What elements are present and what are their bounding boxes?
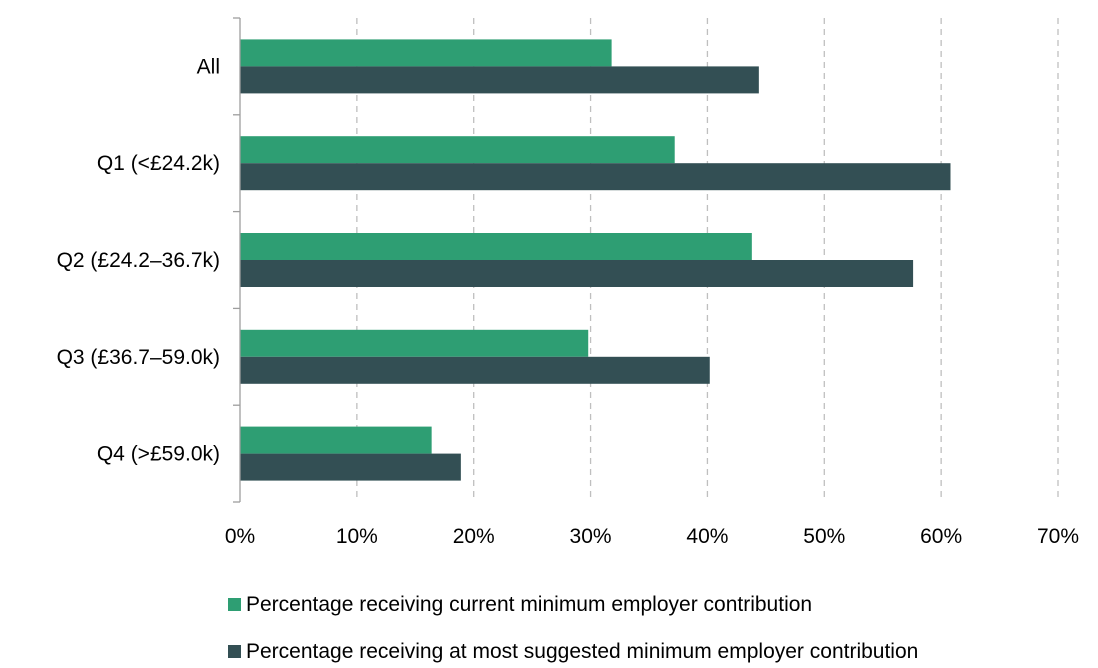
category-label: Q3 (£36.7–59.0k)	[57, 346, 220, 369]
x-tick-label: 40%	[686, 525, 728, 548]
category-label: Q1 (<£24.2k)	[97, 152, 220, 175]
bar-suggested	[240, 356, 710, 384]
legend-item-current: Percentage receiving current minimum emp…	[228, 593, 812, 617]
bar-suggested	[240, 163, 951, 191]
category-label: All	[197, 55, 220, 78]
x-tick-label: 70%	[1037, 525, 1079, 548]
category-label: Q4 (>£59.0k)	[97, 443, 220, 466]
bar-current	[240, 233, 752, 260]
legend-item-suggested: Percentage receiving at most suggested m…	[228, 640, 918, 664]
bar-suggested	[240, 453, 461, 481]
bar-current	[240, 426, 432, 454]
bar-current	[240, 136, 675, 164]
bar-current	[240, 329, 589, 357]
x-tick-label: 30%	[570, 525, 612, 548]
legend-swatch-current	[228, 598, 241, 611]
bar-current	[240, 39, 612, 67]
legend-label-suggested: Percentage receiving at most suggested m…	[246, 640, 919, 663]
legend-swatch-suggested	[228, 645, 241, 658]
legend-label-current: Percentage receiving current minimum emp…	[246, 593, 813, 616]
x-tick-label: 10%	[336, 525, 378, 548]
x-tick-label: 50%	[803, 525, 845, 548]
bar-suggested	[240, 66, 759, 94]
x-tick-label: 20%	[453, 525, 495, 548]
x-tick-label: 60%	[920, 525, 962, 548]
x-tick-label: 0%	[225, 525, 255, 548]
bar-suggested	[240, 260, 914, 287]
category-label: Q2 (£24.2–36.7k)	[57, 249, 220, 272]
